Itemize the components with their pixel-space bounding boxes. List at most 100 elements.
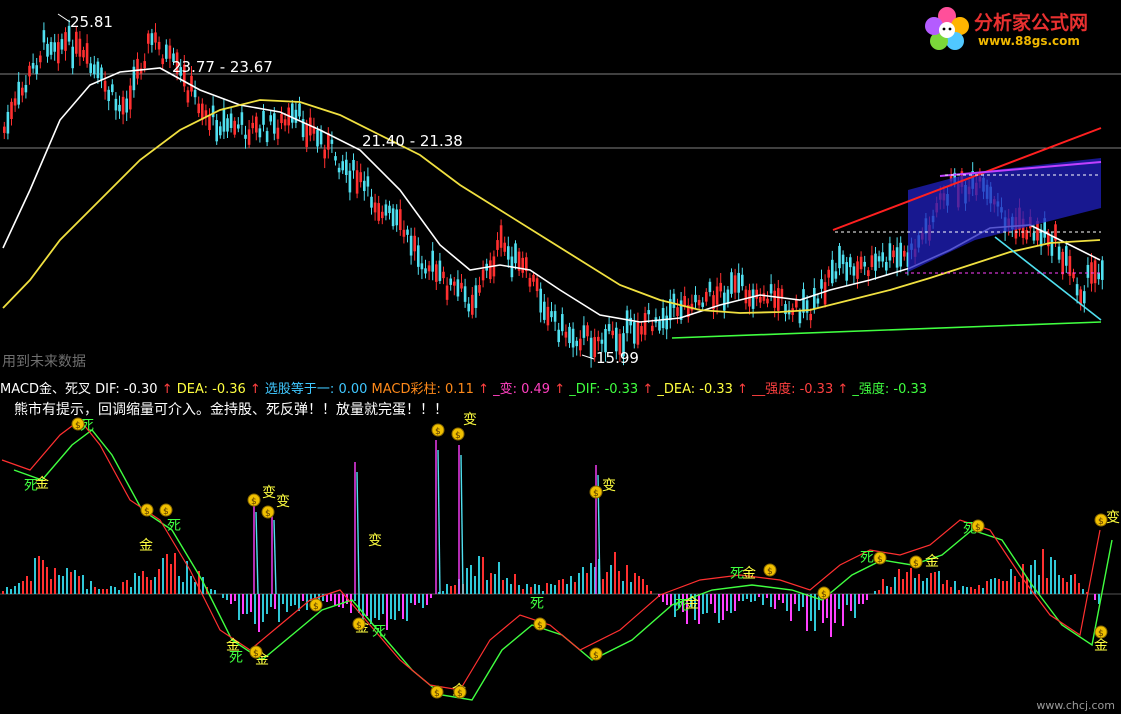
- money-bag-icon: $: [251, 497, 257, 507]
- macd-histogram-bar: [790, 594, 792, 621]
- macd-histogram-bar: [610, 565, 612, 594]
- macd-histogram-bar: [638, 576, 640, 594]
- macd-histogram-bar: [586, 573, 588, 594]
- signal-gold: 金: [925, 554, 939, 570]
- candle-body: [28, 65, 31, 77]
- candle-body: [615, 327, 618, 352]
- macd-histogram-bar: [162, 558, 164, 594]
- money-bag-icon: [971, 519, 985, 533]
- candle-body: [827, 269, 830, 278]
- candle-body: [21, 87, 24, 96]
- money-bag-icon: [352, 617, 366, 631]
- candle-body: [147, 33, 150, 44]
- macd-histogram-bar: [278, 594, 280, 622]
- macd-histogram-bar: [358, 594, 360, 613]
- candle-body: [226, 118, 229, 132]
- candle-body: [294, 109, 298, 123]
- macd-histogram-bar: [62, 576, 64, 594]
- candle-body: [341, 161, 344, 171]
- macd-histogram-bar: [770, 594, 772, 607]
- macd-histogram-bar: [718, 594, 720, 623]
- candle-body: [67, 25, 71, 42]
- macd-histogram-bar: [846, 594, 848, 605]
- macd-histogram-bar: [862, 594, 864, 604]
- macd-histogram-bar: [546, 583, 548, 594]
- macd-histogram-bar: [298, 594, 300, 611]
- candle-body: [687, 305, 690, 318]
- signal-death: 死: [167, 518, 181, 534]
- price-panel[interactable]: 25.81 15.99 23.77 - 23.67 21.40 - 21.38: [0, 0, 1121, 375]
- macd-histogram-bar: [46, 567, 48, 594]
- macd-histogram-bar: [478, 556, 480, 594]
- candle-body: [676, 307, 679, 316]
- macd-histogram-bar: [1042, 549, 1044, 594]
- candle-body: [330, 139, 334, 144]
- change-spike: [437, 449, 441, 595]
- candle-body: [852, 266, 856, 276]
- macd-histogram-bar: [106, 589, 108, 594]
- indicator-up-arrow: ↑: [474, 382, 489, 397]
- macd-histogram-bar: [1014, 576, 1016, 594]
- candle-body: [53, 42, 56, 52]
- macd-histogram-bar: [86, 589, 88, 594]
- low-marker: [581, 354, 595, 360]
- candle-body: [49, 42, 53, 55]
- macd-histogram-bar: [538, 585, 540, 594]
- money-bag-icon: $: [593, 489, 599, 499]
- candle-body: [579, 338, 582, 351]
- candle-body: [359, 172, 362, 183]
- macd-histogram-bar: [490, 573, 492, 594]
- signal-death: 死: [675, 598, 689, 614]
- macd-histogram-bar: [422, 594, 424, 608]
- candle-body: [449, 278, 452, 285]
- macd-histogram-bar: [746, 594, 748, 599]
- site-logo[interactable]: 分析家公式网 www.88gs.com: [922, 4, 1118, 54]
- macd-histogram-bar: [510, 584, 512, 594]
- candle-body: [564, 331, 568, 338]
- macd-histogram-bar: [806, 594, 808, 631]
- macd-histogram-bar: [322, 594, 324, 601]
- macd-histogram-bar: [706, 594, 708, 613]
- macd-histogram-bar: [842, 594, 844, 626]
- money-bag-icon: $: [1098, 629, 1104, 639]
- money-bag-icon: $: [457, 689, 463, 699]
- macd-panel[interactable]: 死金死金死金死金变变变金死变变死死金死金死金死金变金$$$$$$$$$$$$$$…: [0, 400, 1121, 714]
- macd-histogram-bar: [266, 594, 268, 614]
- macd-histogram-bar: [294, 594, 296, 605]
- change-spike: [460, 454, 464, 595]
- candle-body: [1072, 272, 1075, 279]
- macd-histogram-bar: [354, 594, 356, 601]
- macd-histogram-bar: [1030, 565, 1032, 594]
- candle-body: [633, 322, 636, 344]
- macd-histogram-bar: [882, 579, 884, 594]
- candle-body: [1047, 232, 1050, 247]
- macd-histogram-bar: [614, 552, 616, 594]
- candle-body: [352, 159, 355, 171]
- candle-body: [532, 274, 535, 282]
- candle-body: [550, 311, 553, 318]
- candle-body: [273, 113, 276, 134]
- signal-death: 死: [24, 478, 38, 494]
- macd-histogram-bar: [94, 587, 96, 594]
- macd-histogram-bar: [30, 581, 32, 594]
- upper-trend-line: [832, 127, 1102, 231]
- candle-body: [762, 293, 766, 301]
- macd-histogram-bar: [558, 580, 560, 594]
- candle-body: [647, 310, 650, 315]
- candle-body: [291, 103, 294, 123]
- candle-body: [467, 303, 470, 312]
- candle-body: [618, 333, 622, 355]
- money-bag-icon: $: [144, 507, 150, 517]
- signal-gold: 金: [35, 476, 49, 492]
- candle-body: [651, 325, 654, 332]
- candle-body: [535, 278, 539, 292]
- candle-body: [867, 270, 870, 277]
- macd-histogram-bar: [886, 586, 888, 594]
- candle-body: [665, 315, 668, 330]
- indicator-item-2: DEA: -0.36: [173, 382, 246, 397]
- money-bag-icon: [589, 647, 603, 661]
- candle-body: [719, 282, 722, 292]
- macd-histogram-bar: [734, 594, 736, 611]
- money-bag-icon: [533, 617, 547, 631]
